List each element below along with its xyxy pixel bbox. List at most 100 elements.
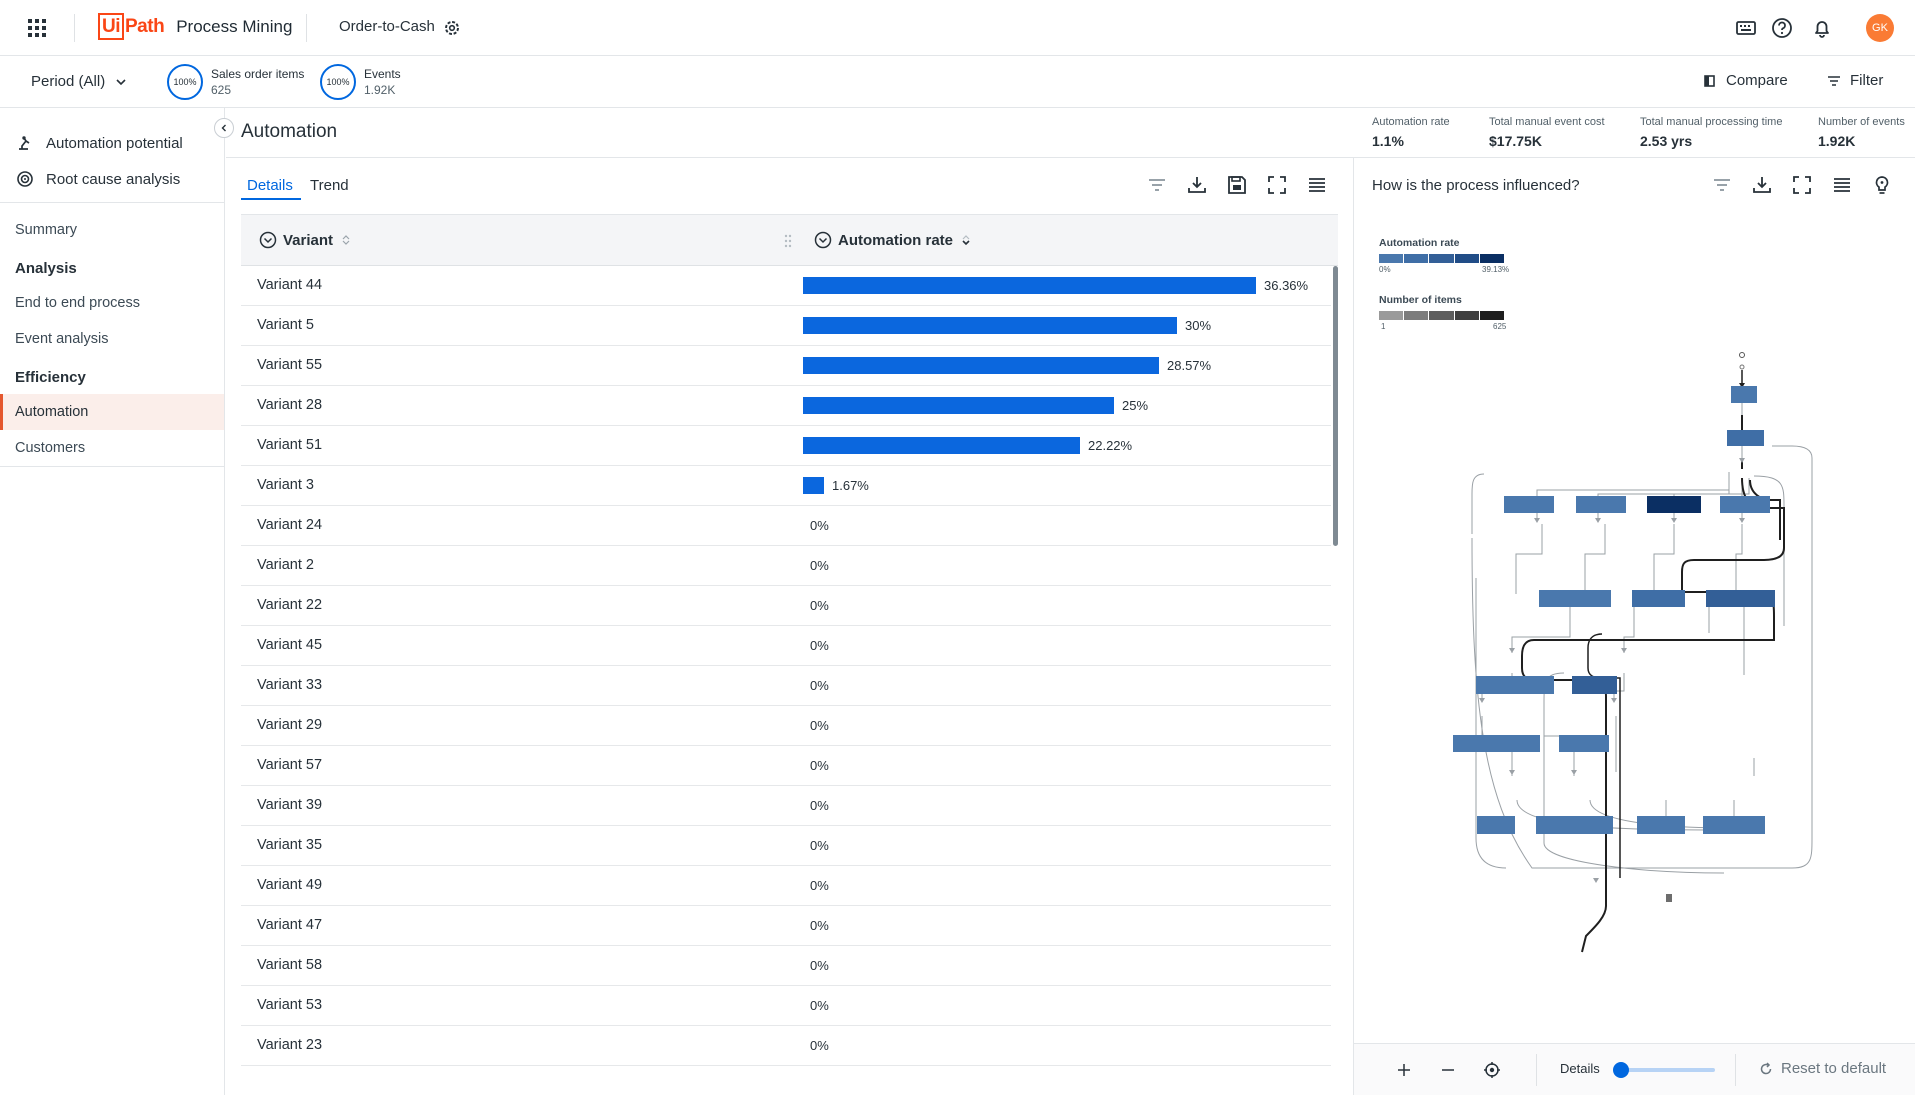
uipath-logo[interactable]: Ui Path Process Mining: [98, 13, 292, 40]
app-name[interactable]: Order-to-Cash: [339, 18, 435, 35]
zoom-out-icon[interactable]: [1437, 1059, 1459, 1081]
sidebar-item-summary[interactable]: Summary: [15, 222, 78, 238]
automation-rate-bar[interactable]: [803, 477, 824, 494]
table-row[interactable]: Variant 44 36.36%: [241, 266, 1331, 306]
table-row[interactable]: Variant 2 0%: [241, 546, 1331, 586]
table-row[interactable]: Variant 22 0%: [241, 586, 1331, 626]
collapse-circle-icon: [814, 231, 832, 249]
avatar[interactable]: GK: [1866, 14, 1894, 42]
automation-rate-bar[interactable]: [803, 357, 1159, 374]
title-divider: [226, 157, 1915, 158]
table-row[interactable]: Variant 51 22.22%: [241, 426, 1331, 466]
kpi-sales-order-items[interactable]: 100% Sales order items 625: [167, 64, 304, 100]
legend-min: 1: [1381, 322, 1386, 331]
automation-rate-bar[interactable]: [803, 397, 1114, 414]
help-icon[interactable]: [1771, 17, 1793, 39]
download-icon[interactable]: [1751, 174, 1773, 196]
sidebar-tool-automation-potential[interactable]: Automation potential: [16, 131, 183, 155]
table-row[interactable]: Variant 45 0%: [241, 626, 1331, 666]
kpi-events[interactable]: 100% Events 1.92K: [320, 64, 401, 100]
period-dropdown[interactable]: Period (All): [31, 73, 127, 90]
column-label: Automation rate: [838, 231, 954, 249]
tab-details[interactable]: Details: [247, 177, 293, 194]
keyboard-icon[interactable]: [1735, 17, 1757, 39]
table-row[interactable]: Variant 24 0%: [241, 506, 1331, 546]
sidebar-item-customers[interactable]: Customers: [15, 440, 86, 456]
zoom-in-icon[interactable]: [1393, 1059, 1415, 1081]
automation-rate-bar[interactable]: [803, 277, 1256, 294]
variant-name: Variant 44: [257, 277, 323, 293]
details-slider-track[interactable]: [1619, 1068, 1715, 1072]
details-slider-label: Details: [1560, 1061, 1600, 1076]
app-launcher-icon[interactable]: [27, 18, 47, 38]
table-row[interactable]: Variant 47 0%: [241, 906, 1331, 946]
column-header-variant[interactable]: Variant: [259, 231, 351, 249]
download-icon[interactable]: [1186, 174, 1208, 196]
filter-lines-icon[interactable]: [1711, 174, 1733, 196]
header-divider: [306, 14, 307, 42]
recenter-icon[interactable]: [1481, 1059, 1503, 1081]
table-scrollbar[interactable]: [1333, 266, 1338, 546]
details-slider-handle[interactable]: [1613, 1062, 1629, 1078]
variant-name: Variant 49: [257, 877, 323, 893]
collapse-sidebar-button[interactable]: [214, 118, 234, 138]
filter-button[interactable]: Filter: [1827, 72, 1883, 89]
automation-rate-value: 0%: [810, 638, 829, 653]
legend-swatch: [1379, 311, 1404, 320]
table-row[interactable]: Variant 3 1.67%: [241, 466, 1331, 506]
table-row[interactable]: Variant 58 0%: [241, 946, 1331, 986]
kpi-label: Total manual event cost: [1489, 116, 1605, 128]
fullscreen-icon[interactable]: [1791, 174, 1813, 196]
sort-icon: [342, 235, 350, 245]
gear-icon[interactable]: [443, 19, 461, 37]
table-row[interactable]: Variant 35 0%: [241, 826, 1331, 866]
footer-divider: [1735, 1054, 1736, 1086]
reset-to-default-button[interactable]: Reset to default: [1759, 1060, 1886, 1077]
variant-name: Variant 24: [257, 517, 323, 533]
sidebar-item-end-to-end-process[interactable]: End to end process: [15, 295, 140, 311]
bell-icon[interactable]: [1811, 17, 1833, 39]
variant-name: Variant 45: [257, 637, 323, 653]
automation-rate-bar[interactable]: [803, 317, 1177, 334]
automation-rate-value: 0%: [810, 758, 829, 773]
automation-rate-value: 0%: [810, 678, 829, 693]
kpi-value: $17.75K: [1489, 133, 1542, 149]
table-row[interactable]: Variant 23 0%: [241, 1026, 1331, 1066]
table-row[interactable]: Variant 55 28.57%: [241, 346, 1331, 386]
filter-lines-icon[interactable]: [1146, 174, 1168, 196]
sidebar-item-event-analysis[interactable]: Event analysis: [15, 331, 109, 347]
filter-bar: Period (All) 100% Sales order items 625 …: [0, 56, 1915, 108]
tab-trend[interactable]: Trend: [310, 177, 349, 194]
column-header-automation-rate[interactable]: Automation rate: [814, 231, 971, 249]
table-row[interactable]: Variant 39 0%: [241, 786, 1331, 826]
sidebar-item-automation[interactable]: Automation: [0, 394, 224, 430]
legend-automation-rate-label: Automation rate: [1379, 237, 1460, 249]
variant-name: Variant 47: [257, 917, 323, 933]
variant-name: Variant 58: [257, 957, 323, 973]
table-row[interactable]: Variant 29 0%: [241, 706, 1331, 746]
table-row[interactable]: Variant 57 0%: [241, 746, 1331, 786]
sidebar-tool-root-cause-analysis[interactable]: Root cause analysis: [16, 167, 180, 191]
sidebar-section-efficiency: Efficiency: [15, 369, 86, 386]
automation-rate-bar[interactable]: [803, 437, 1080, 454]
legend-automation-rate-scale: [1379, 254, 1505, 263]
top-header: Ui Path Process Mining Order-to-Cash GK: [0, 0, 1915, 56]
lightbulb-icon[interactable]: [1871, 174, 1893, 196]
table-row[interactable]: Variant 49 0%: [241, 866, 1331, 906]
sidebar-tool-label: Root cause analysis: [46, 170, 181, 188]
kpi-value: 625: [211, 83, 232, 97]
legend-swatch: [1479, 254, 1505, 263]
kpi-number-of-events: Number of events 1.92K: [1818, 116, 1905, 149]
compare-button[interactable]: Compare: [1703, 72, 1788, 89]
table-row[interactable]: Variant 33 0%: [241, 666, 1331, 706]
process-map-graph[interactable]: [1354, 158, 1915, 1038]
fullscreen-icon[interactable]: [1266, 174, 1288, 196]
menu-icon[interactable]: [1831, 174, 1853, 196]
save-icon[interactable]: [1226, 174, 1248, 196]
table-row[interactable]: Variant 28 25%: [241, 386, 1331, 426]
automation-rate-value: 0%: [810, 718, 829, 733]
menu-icon[interactable]: [1306, 174, 1328, 196]
column-resize-handle-icon[interactable]: [783, 232, 793, 250]
